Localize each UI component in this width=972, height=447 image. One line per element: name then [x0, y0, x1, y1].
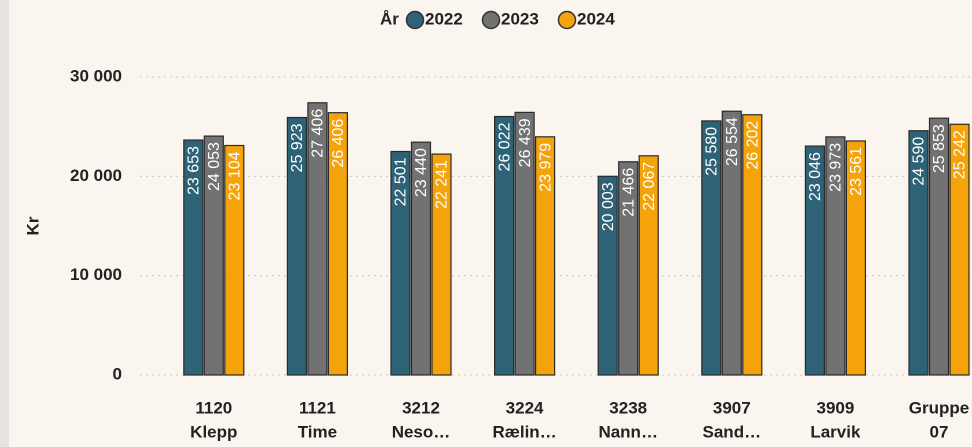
value-label: 25 923: [289, 123, 306, 172]
x-tick-label: Sand…: [703, 422, 762, 441]
x-tick-label: Rælin…: [492, 422, 556, 441]
x-tick-label: 07: [930, 422, 949, 441]
left-edge: [0, 0, 9, 447]
bar: [721, 110, 742, 376]
bar: [701, 120, 722, 376]
bar: [390, 150, 411, 376]
legend-label: 2022: [425, 9, 463, 28]
y-tick-label: 20 000: [70, 166, 122, 185]
bar: [203, 135, 224, 376]
x-tick-label: 3238: [609, 398, 647, 417]
bar: [307, 102, 328, 376]
bar: [597, 175, 618, 376]
value-label: 20 003: [600, 182, 617, 231]
x-tick-label: Larvik: [810, 422, 861, 441]
value-label: 26 022: [496, 122, 513, 171]
bar: [514, 111, 535, 376]
x-tick-label: 3907: [713, 398, 751, 417]
legend-swatch: [481, 10, 501, 30]
bar: [908, 130, 929, 376]
value-label: 23 979: [537, 143, 554, 192]
value-label: 27 406: [310, 109, 327, 158]
bar: [183, 139, 204, 376]
x-tick-label: Klepp: [190, 422, 237, 441]
value-label: 26 554: [724, 117, 741, 166]
value-label: 24 590: [911, 137, 928, 186]
y-tick-label: 10 000: [70, 265, 122, 284]
x-tick-label: Time: [298, 422, 337, 441]
bar: [949, 123, 970, 376]
bar: [618, 161, 639, 376]
x-tick-label: 1120: [195, 398, 232, 417]
value-label: 25 580: [704, 127, 721, 176]
x-tick-label: Neso…: [392, 422, 451, 441]
bar: [742, 114, 763, 376]
y-axis-label: Kr: [23, 216, 42, 235]
legend-label: 2024: [577, 9, 615, 28]
bar: [431, 153, 452, 376]
value-label: 23 561: [848, 147, 865, 196]
value-label: 23 973: [828, 143, 845, 192]
value-label: 23 046: [807, 152, 824, 201]
bar: [534, 136, 556, 376]
bar: [825, 136, 846, 376]
value-label: 26 406: [330, 119, 347, 168]
bar: [224, 144, 245, 376]
bar: [327, 112, 348, 376]
bar: [804, 145, 826, 376]
bar: [638, 155, 659, 376]
x-tick-label: 3224: [506, 398, 544, 417]
value-label: 24 053: [206, 142, 223, 191]
x-tick-label: 3212: [402, 398, 440, 417]
value-label: 21 466: [620, 168, 637, 217]
value-label: 23 104: [227, 151, 244, 200]
bar: [410, 141, 432, 376]
bar: [494, 115, 515, 376]
legend-swatch: [405, 10, 425, 30]
value-label: 26 202: [745, 121, 762, 170]
x-tick-label: Gruppe: [909, 398, 969, 417]
value-label: 25 853: [931, 124, 948, 173]
x-tick-label: 3909: [816, 398, 854, 417]
legend-swatch: [557, 10, 577, 30]
x-tick-label: Nann…: [598, 422, 658, 441]
value-label: 22 501: [393, 157, 410, 206]
y-tick-label: 0: [113, 364, 122, 383]
value-label: 23 653: [186, 146, 203, 195]
y-tick-label: 30 000: [70, 66, 122, 85]
value-label: 25 242: [952, 130, 969, 179]
value-label: 23 440: [413, 148, 430, 197]
legend-title: År: [380, 9, 399, 28]
x-tick-label: 1121: [299, 398, 336, 417]
value-label: 22 067: [641, 162, 658, 211]
bar: [845, 140, 867, 376]
value-label: 22 241: [434, 160, 451, 209]
bar: [928, 117, 950, 376]
legend-label: 2023: [501, 9, 539, 28]
bar: [286, 116, 307, 376]
value-label: 26 439: [517, 118, 534, 167]
